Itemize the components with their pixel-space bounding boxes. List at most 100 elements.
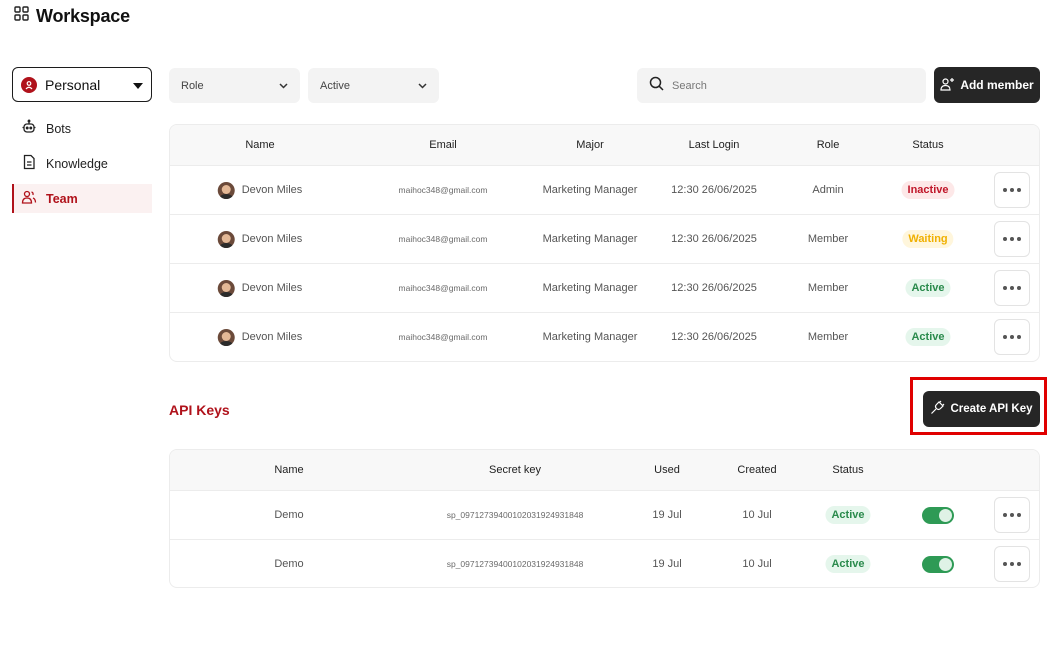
toggle-knob xyxy=(939,508,952,522)
status-cell: Inactive xyxy=(901,166,955,214)
member-major: Marketing Manager xyxy=(542,331,638,343)
sidebar-item-bots[interactable]: Bots xyxy=(12,114,152,143)
members-table: Name Email Major Last Login Role Status … xyxy=(169,124,1040,362)
avatar xyxy=(217,279,235,297)
api-key-toggle[interactable] xyxy=(922,555,954,573)
status-cell: Waiting xyxy=(902,215,954,263)
member-name-cell: Devon Miles xyxy=(217,313,303,361)
more-options-button[interactable] xyxy=(994,497,1030,533)
status-filter[interactable]: Active xyxy=(308,68,439,103)
status-badge: Inactive xyxy=(901,181,955,199)
member-role: Admin xyxy=(812,184,844,196)
toggle-knob xyxy=(939,557,952,571)
more-dots-icon xyxy=(1017,286,1021,290)
column-header-name: Name xyxy=(274,464,304,476)
member-last-login: 12:30 26/06/2025 xyxy=(671,282,757,294)
more-options-button[interactable] xyxy=(994,221,1030,257)
api-key-toggle[interactable] xyxy=(922,506,954,524)
avatar xyxy=(217,230,235,248)
sidebar-item-label: Bots xyxy=(46,121,72,136)
table-row: Demo sp_09712739400102031924931848 19 Ju… xyxy=(170,490,1039,539)
member-name: Devon Miles xyxy=(241,331,303,343)
more-dots-icon xyxy=(1003,286,1007,290)
search-box xyxy=(637,68,926,103)
sidebar-item-label: Knowledge xyxy=(46,156,108,171)
status-cell: Active xyxy=(905,264,951,312)
more-dots-icon xyxy=(1003,335,1007,339)
toggle-cell xyxy=(922,491,954,539)
api-keys-table: Name Secret key Used Created Status Demo… xyxy=(169,449,1040,588)
api-key-used: 19 Jul xyxy=(652,558,682,570)
role-filter-value: Role xyxy=(181,79,204,92)
add-user-icon xyxy=(940,77,955,94)
sidebar-item-team[interactable]: Team xyxy=(12,184,152,213)
more-dots-icon xyxy=(1010,513,1014,517)
member-name: Devon Miles xyxy=(241,184,303,196)
members-table-header: Name Email Major Last Login Role Status xyxy=(170,125,1039,165)
member-email: maihoc348@gmail.com xyxy=(398,234,488,244)
more-dots-icon xyxy=(1010,562,1014,566)
member-name: Devon Miles xyxy=(241,282,303,294)
more-dots-icon xyxy=(1003,513,1007,517)
grid-icon xyxy=(14,6,29,26)
more-dots-icon xyxy=(1017,513,1021,517)
sidebar-item-knowledge[interactable]: Knowledge xyxy=(12,149,152,178)
column-header-role: Role xyxy=(816,139,840,151)
more-dots-icon xyxy=(1017,188,1021,192)
workspace-selector[interactable]: Personal xyxy=(12,67,152,102)
member-role: Member xyxy=(807,331,849,343)
page-title: Workspace xyxy=(36,5,130,26)
column-header-last-login: Last Login xyxy=(688,139,740,151)
status-cell: Active xyxy=(825,540,871,587)
more-options-button[interactable] xyxy=(994,270,1030,306)
search-icon xyxy=(649,76,664,96)
table-row: Devon Miles maihoc348@gmail.com Marketin… xyxy=(170,312,1039,361)
more-dots-icon xyxy=(1003,237,1007,241)
column-header-email: Email xyxy=(429,139,457,151)
api-key-name: Demo xyxy=(274,509,304,521)
role-filter[interactable]: Role xyxy=(169,68,300,103)
member-email: maihoc348@gmail.com xyxy=(398,283,488,293)
chevron-down-icon xyxy=(279,80,288,92)
workspace-avatar xyxy=(21,76,37,93)
member-last-login: 12:30 26/06/2025 xyxy=(671,233,757,245)
status-badge: Active xyxy=(905,279,951,297)
member-last-login: 12:30 26/06/2025 xyxy=(671,184,757,196)
member-role: Member xyxy=(807,282,849,294)
member-name-cell: Devon Miles xyxy=(217,264,303,312)
more-dots-icon xyxy=(1010,286,1014,290)
more-dots-icon xyxy=(1017,237,1021,241)
member-name-cell: Devon Miles xyxy=(217,215,302,263)
sidebar-nav: Bots Knowledge Team xyxy=(12,114,152,213)
more-options-button[interactable] xyxy=(994,546,1030,582)
sidebar-item-label: Team xyxy=(46,191,78,206)
add-member-button[interactable]: Add member xyxy=(934,67,1040,103)
create-api-key-label: Create API Key xyxy=(950,403,1033,415)
api-key-created: 10 Jul xyxy=(742,509,772,521)
caret-down-icon xyxy=(133,76,143,94)
more-options-button[interactable] xyxy=(994,172,1030,208)
app-header: Workspace xyxy=(14,6,130,26)
avatar xyxy=(217,181,235,199)
member-name-cell: Devon Miles xyxy=(217,166,303,214)
more-dots-icon xyxy=(1010,335,1014,339)
status-badge: Active xyxy=(905,328,951,346)
more-dots-icon xyxy=(1010,237,1014,241)
create-api-key-button[interactable]: Create API Key xyxy=(923,391,1040,427)
member-major: Marketing Manager xyxy=(542,282,638,294)
more-options-button[interactable] xyxy=(994,319,1030,355)
document-icon xyxy=(21,154,37,173)
member-role: Member xyxy=(807,233,849,245)
more-dots-icon xyxy=(1003,562,1007,566)
column-header-status: Status xyxy=(832,464,864,476)
search-input[interactable] xyxy=(672,79,914,92)
highlight-box xyxy=(910,377,1047,435)
api-key-name: Demo xyxy=(274,558,304,570)
column-header-created: Created xyxy=(737,464,777,476)
table-row: Demo sp_09712739400102031924931848 19 Ju… xyxy=(170,539,1039,587)
api-key-secret: sp_09712739400102031924931848 xyxy=(446,559,584,569)
column-header-name: Name xyxy=(245,139,275,151)
column-header-major: Major xyxy=(576,139,604,151)
more-dots-icon xyxy=(1003,188,1007,192)
column-header-secret-key: Secret key xyxy=(489,464,541,476)
